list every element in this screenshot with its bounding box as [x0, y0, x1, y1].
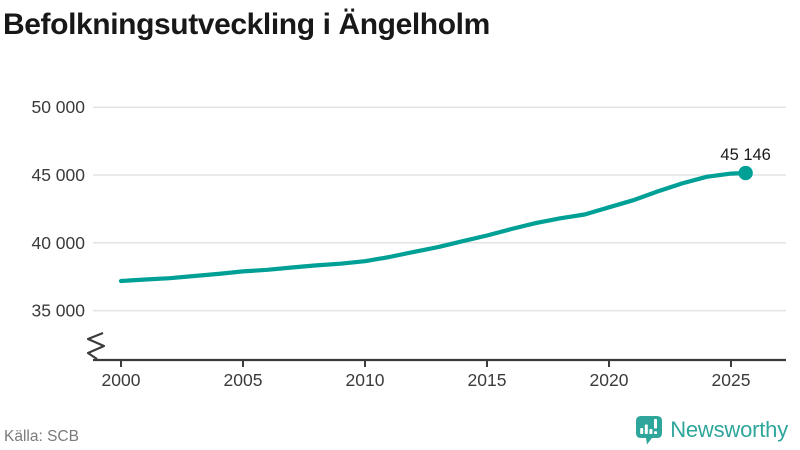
x-tick-label: 2015 — [468, 370, 507, 390]
bar-small-icon — [640, 428, 644, 434]
newsworthy-wordmark: Newsworthy — [670, 417, 788, 442]
x-tick-label: 2025 — [712, 370, 751, 390]
population-series: 45 146 — [118, 146, 771, 284]
bar-short-icon — [649, 429, 653, 434]
x-tick-label: 2010 — [346, 370, 385, 390]
x-tick-label: 2000 — [102, 370, 141, 390]
axis-break-icon — [86, 331, 106, 360]
exclamation-stem-icon — [654, 419, 658, 429]
y-tick-label: 35 000 — [31, 301, 85, 321]
y-tick-label: 40 000 — [31, 233, 85, 253]
source-label: Källa: SCB — [4, 428, 79, 445]
end-value-label: 45 146 — [720, 146, 770, 164]
y-tick-label: 50 000 — [31, 97, 85, 117]
axis-break-squiggle — [86, 331, 106, 360]
x-axis: 2000 2005 2010 2015 2020 2025 — [93, 358, 786, 390]
newsworthy-icon — [636, 416, 663, 445]
y-axis-labels: 50 000 45 000 40 000 35 000 — [31, 97, 85, 320]
population-line — [118, 170, 748, 284]
bar-tall-icon — [644, 424, 648, 434]
end-point-dot — [738, 165, 753, 181]
x-tick-label: 2005 — [224, 370, 263, 390]
gridlines — [93, 106, 786, 312]
x-tick-label: 2020 — [590, 370, 629, 390]
page-title: Befolkningsutveckling i Ängelholm — [3, 8, 490, 41]
exclamation-dot-icon — [654, 431, 658, 434]
newsworthy-logo[interactable]: Newsworthy — [635, 415, 788, 445]
y-tick-label: 45 000 — [31, 165, 85, 185]
